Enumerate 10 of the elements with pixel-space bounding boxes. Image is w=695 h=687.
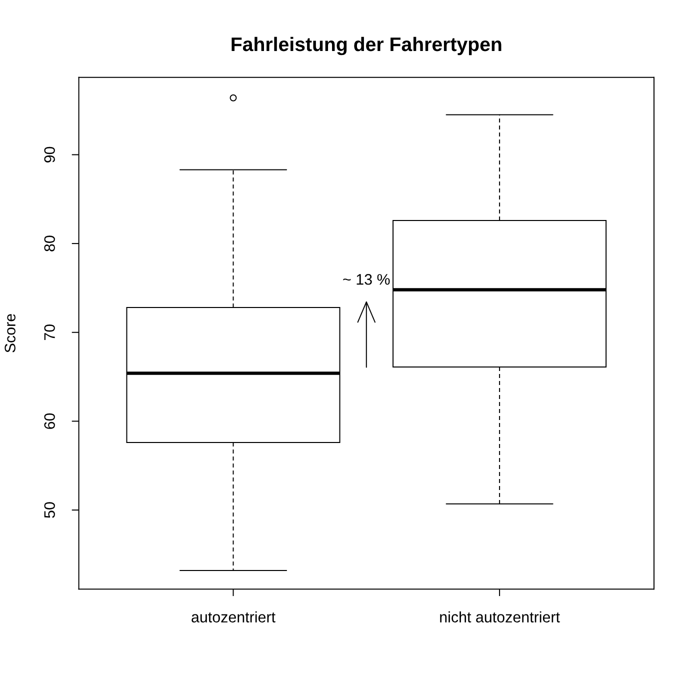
y-tick-label: 70 [44,324,55,340]
y-axis-title: Score [4,314,16,352]
chart-title: Fahrleistung der Fahrertypen [232,36,502,56]
annotation: ~ 13 % [343,274,390,285]
y-tick-label: 50 [44,502,55,518]
y-tick-label: 80 [44,236,55,252]
y-tick-label: 60 [44,413,55,429]
x-tick-label: nicht autozentriert [440,611,560,622]
y-tick-label: 90 [44,146,55,162]
x-tick-label: autozentriert [192,611,276,622]
